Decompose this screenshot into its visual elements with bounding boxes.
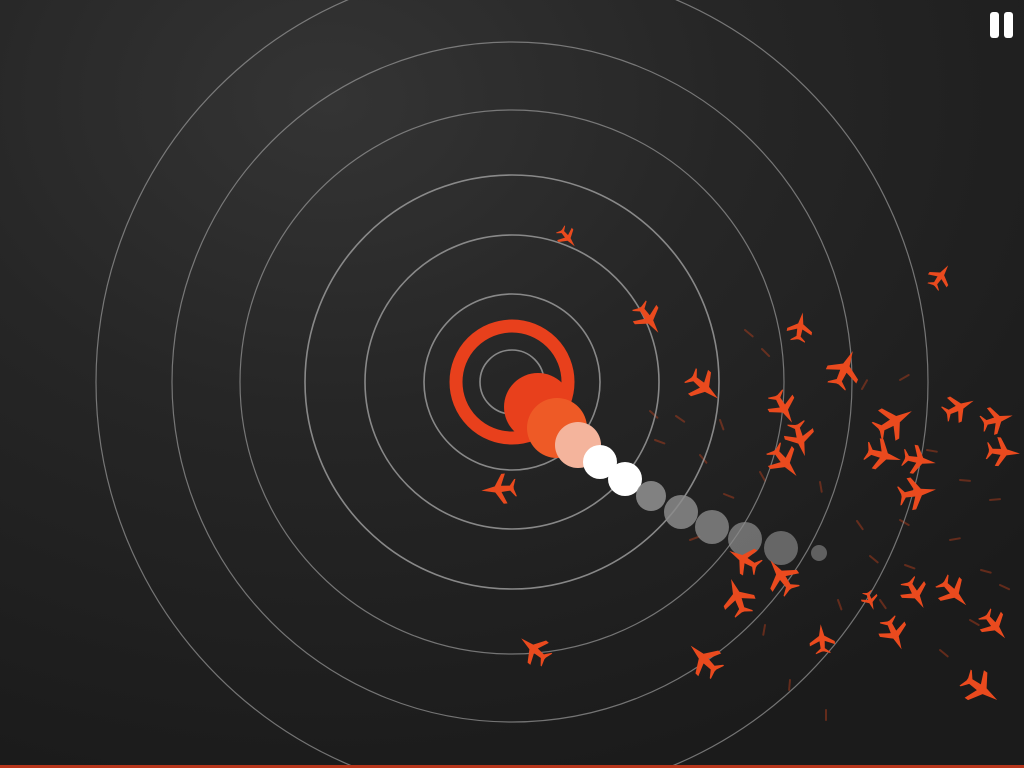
trail-segment [728, 522, 762, 556]
debris-spark [744, 329, 754, 338]
enemy-plane [867, 396, 921, 447]
trail-segment [636, 481, 666, 511]
debris-spark [879, 599, 887, 610]
trail-segment [695, 510, 729, 544]
enemy-plane [955, 663, 1007, 714]
enemy-plane [861, 435, 905, 476]
enemy-plane [923, 258, 958, 294]
debris-spark [856, 520, 864, 531]
enemy-planes [480, 222, 1022, 714]
enemy-plane [511, 627, 557, 672]
debris-spark [699, 454, 708, 464]
trail-segment [608, 462, 642, 496]
debris-spark [899, 519, 910, 526]
target-ring [449, 319, 575, 445]
debris-spark [675, 415, 686, 423]
debris-spark [861, 379, 868, 390]
debris-spark [949, 537, 961, 541]
bottom-progress-strip [0, 765, 1024, 768]
trail-segment [583, 445, 617, 479]
debris-spark [980, 569, 992, 574]
enemy-plane [874, 612, 915, 656]
debris-spark [969, 619, 980, 626]
trail-segment [764, 531, 798, 565]
enemy-plane [938, 388, 980, 427]
debris-spark [989, 498, 1001, 501]
enemy-plane [785, 310, 816, 344]
debris-spark [837, 599, 843, 611]
radar-ring [239, 109, 785, 655]
enemy-plane [977, 402, 1017, 438]
radar-ring [304, 174, 720, 590]
enemy-plane [821, 343, 869, 394]
enemy-plane [973, 604, 1016, 648]
enemy-plane [985, 436, 1022, 468]
enemy-plane [895, 473, 939, 513]
debris-spark [723, 493, 735, 499]
debris-spark [689, 535, 701, 541]
trail-segment [811, 545, 827, 561]
radar-ring [423, 293, 601, 471]
pause-button[interactable] [984, 10, 1018, 42]
enemy-plane [679, 634, 729, 684]
enemy-plane [930, 569, 977, 616]
debris-spark [762, 624, 766, 636]
debris-spark [719, 419, 725, 431]
debris-spark [654, 439, 666, 445]
enemy-plane [858, 588, 882, 613]
player-trail [504, 373, 827, 565]
radar-rings [95, 0, 929, 768]
enemy-plane [715, 573, 760, 621]
enemy-plane [900, 443, 939, 478]
debris-spark [899, 374, 910, 381]
enemy-plane [627, 296, 671, 342]
debris-spark [926, 449, 938, 453]
enemy-plane [552, 222, 583, 253]
enemy-plane [895, 573, 936, 615]
enemy-plane [480, 472, 518, 506]
debris-spark [999, 584, 1011, 591]
particle-sparks [649, 329, 1011, 721]
radar-ring [364, 234, 660, 530]
debris-spark [788, 679, 791, 691]
enemy-plane [680, 363, 728, 411]
debris-spark [939, 649, 949, 658]
trail-segment [664, 495, 698, 529]
radar-ring [95, 0, 929, 768]
radar-ring [171, 41, 853, 723]
debris-spark [959, 479, 971, 482]
debris-spark [869, 555, 879, 564]
debris-spark [759, 471, 766, 482]
enemy-plane [808, 623, 836, 655]
debris-spark [761, 348, 771, 358]
debris-spark [649, 410, 659, 419]
debris-spark [819, 481, 823, 493]
debris-spark [904, 564, 916, 570]
enemy-plane [781, 418, 820, 460]
